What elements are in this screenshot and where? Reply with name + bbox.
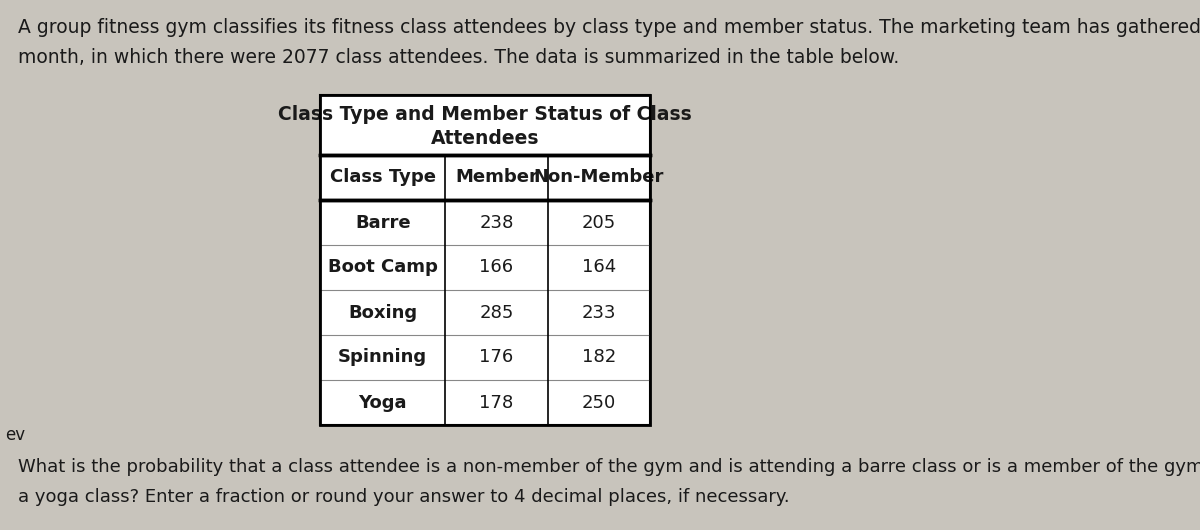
Text: 176: 176	[480, 349, 514, 367]
Text: Attendees: Attendees	[431, 129, 539, 148]
Text: Boot Camp: Boot Camp	[328, 259, 438, 277]
Text: 166: 166	[480, 259, 514, 277]
Text: ev: ev	[5, 426, 25, 444]
Text: Class Type: Class Type	[330, 169, 436, 187]
Text: 164: 164	[582, 259, 616, 277]
Text: Non-Member: Non-Member	[534, 169, 664, 187]
Text: 182: 182	[582, 349, 616, 367]
Text: Boxing: Boxing	[348, 304, 418, 322]
Text: 285: 285	[479, 304, 514, 322]
Text: Spinning: Spinning	[338, 349, 427, 367]
Text: Yoga: Yoga	[359, 393, 407, 411]
Text: a yoga class? Enter a fraction or round your answer to 4 decimal places, if nece: a yoga class? Enter a fraction or round …	[18, 488, 790, 506]
Text: month, in which there were 2077 class attendees. The data is summarized in the t: month, in which there were 2077 class at…	[18, 48, 899, 67]
Text: 205: 205	[582, 214, 616, 232]
Text: 238: 238	[479, 214, 514, 232]
Text: 233: 233	[582, 304, 616, 322]
Text: Member: Member	[455, 169, 538, 187]
Text: Barre: Barre	[355, 214, 410, 232]
Bar	[320, 95, 650, 425]
Text: A group fitness gym classifies its fitness class attendees by class type and mem: A group fitness gym classifies its fitne…	[18, 18, 1200, 37]
Text: Class Type and Member Status of Class: Class Type and Member Status of Class	[278, 105, 692, 125]
Text: What is the probability that a class attendee is a non-member of the gym and is : What is the probability that a class att…	[18, 458, 1200, 476]
Text: 250: 250	[582, 393, 616, 411]
Text: 178: 178	[480, 393, 514, 411]
Bar	[320, 95, 650, 425]
